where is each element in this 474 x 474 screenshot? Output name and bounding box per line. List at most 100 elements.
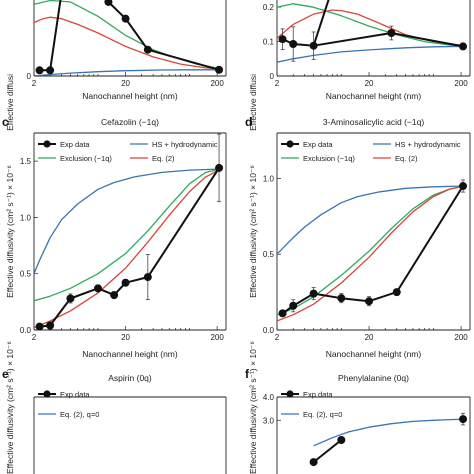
legend-marker <box>286 390 294 398</box>
series-line-eq2 <box>34 168 222 329</box>
legend-label-eq2: Eq. (2) <box>395 154 418 163</box>
legend-label-exp: Exp data <box>303 140 333 149</box>
data-point <box>459 415 468 424</box>
y-axis-label: Effective diffusi <box>5 74 15 131</box>
series-line-eq2 <box>34 16 221 70</box>
data-point <box>365 297 374 306</box>
data-point <box>459 182 468 191</box>
x-tick-label: 2 <box>275 333 280 342</box>
legend-label-exp: Exp data <box>60 390 90 399</box>
series-group <box>277 179 468 322</box>
y-tick-label: 0.1 <box>263 38 275 47</box>
panel-letter: d <box>245 115 252 129</box>
series-group <box>34 0 224 76</box>
x-tick-label: 20 <box>121 79 130 88</box>
x-tick-label: 200 <box>210 79 224 88</box>
axes-frame <box>33 132 227 331</box>
y-tick-label: 0.5 <box>263 250 275 259</box>
axes-frame <box>276 0 471 77</box>
x-tick-label: 2 <box>32 333 37 342</box>
panel-f: 3.0 4.0 Effective diffusivity (cm² s⁻¹) × … <box>245 341 471 474</box>
data-point <box>110 291 119 300</box>
panel-title: 3-Aminosalicylic acid (−1q) <box>323 117 424 127</box>
series-group <box>34 133 224 330</box>
data-point <box>278 35 287 44</box>
panel-letter: e <box>2 367 9 381</box>
panel-c: 2 20 200 0.0 0.5 1.0 1.5 Nanochannel height (nm… <box>2 115 227 359</box>
data-point <box>387 29 396 37</box>
series-line-excl <box>34 0 222 70</box>
legend-label-exp: Exp data <box>303 390 333 399</box>
data-point <box>121 14 130 23</box>
x-tick-label: 200 <box>210 333 224 342</box>
legend-marker <box>43 390 51 398</box>
series-line-hs <box>277 185 465 255</box>
data-point <box>392 288 401 297</box>
series-line-hs <box>34 168 221 274</box>
panel-title: Aspirin (0q) <box>108 373 152 383</box>
data-point <box>121 278 130 287</box>
data-point <box>46 321 55 330</box>
y-axis-label: Effective diffusivity (cm² s⁻¹) × 10⁻⁶ <box>248 341 258 474</box>
data-point <box>459 42 468 51</box>
panel-letter: c <box>2 115 9 129</box>
series-line-exp <box>312 439 342 463</box>
data-point <box>35 66 44 75</box>
series-group <box>277 0 468 63</box>
legend-label-hs: HS + hydrodynamic <box>152 140 218 149</box>
axes-frame <box>33 0 227 77</box>
series-line-excl <box>277 3 465 48</box>
y-axis-label: Effective diffusivity (cm² s⁻¹) × 10⁻⁶ <box>5 165 15 298</box>
x-tick-label: 200 <box>454 333 468 342</box>
legend: Exp data Eq. (2), q=0 <box>38 390 99 419</box>
series-line-hs <box>34 69 221 76</box>
y-tick-label: 3.0 <box>263 416 275 425</box>
panel-letter: f <box>245 367 250 381</box>
y-tick-label: 0.0 <box>263 326 275 335</box>
x-tick-label: 2 <box>275 79 280 88</box>
axes-frame <box>276 396 471 474</box>
panel-e: Effective diffusivity (cm² s⁻¹) × 10⁻⁶e A… <box>2 341 227 474</box>
panel-title: Cefazolin (−1q) <box>101 117 159 127</box>
y-tick-label: 0.5 <box>20 270 32 279</box>
y-tick-label: 0 <box>270 72 275 81</box>
data-point <box>143 273 152 282</box>
data-point <box>278 309 287 318</box>
y-tick-label: 0.2 <box>263 3 275 12</box>
x-tick-label: 20 <box>365 333 374 342</box>
y-tick-label: 1.0 <box>20 213 32 222</box>
data-point <box>289 40 298 49</box>
legend: Exp data Eq. (2), q=0 <box>281 390 342 419</box>
legend: Exp data HS + hydrodynamic Exclusion (−1q)… <box>38 140 218 163</box>
data-point <box>104 0 113 6</box>
legend-label-eq2: Eq. (2) <box>152 154 175 163</box>
data-point <box>337 294 346 303</box>
data-point <box>66 294 75 303</box>
panel-d: 2 20 200 0.0 0.5 1.0 Nanochannel height (nm) Ef… <box>245 115 471 359</box>
series-line-exp <box>282 32 464 48</box>
x-axis-label: Nanochannel height (nm) <box>82 349 178 359</box>
panel-a: 2 20 200 0 Nanochannel height (nm) Effective … <box>5 0 227 131</box>
axes-frame <box>276 132 471 331</box>
x-tick-label: 20 <box>121 333 130 342</box>
legend-label-exp: Exp data <box>60 140 90 149</box>
series-line-exp <box>39 0 220 72</box>
series-line-eq2 <box>277 9 465 47</box>
y-tick-label: 0.0 <box>20 326 32 335</box>
x-tick-label: 200 <box>454 79 468 88</box>
legend-label-excl: Exclusion (−1q) <box>303 154 355 163</box>
data-point <box>289 301 298 310</box>
x-axis-label: Nanochannel height (nm) <box>326 349 422 359</box>
y-axis-label: Effective diffusivity (cm² s⁻¹) × 10⁻⁶ <box>248 165 258 298</box>
series-line-excl <box>277 185 466 316</box>
x-axis-label: Nanochannel height (nm) <box>326 91 422 101</box>
legend-label-eq2q0: Eq. (2), q=0 <box>303 410 342 419</box>
data-point <box>46 66 55 75</box>
x-axis-label: Nanochannel height (nm) <box>82 91 178 101</box>
panel-b: 2 20 200 0 0.1 0.2 Nanochannel height (nm) Effe… <box>248 0 471 131</box>
legend: Exp data HS + hydrodynamic Exclusion (−1q)… <box>281 140 461 163</box>
y-axis-label: Effective diffusi <box>248 74 258 131</box>
panel-title: Phenylalanine (0q) <box>338 373 409 383</box>
legend-label-eq2q0: Eq. (2), q=0 <box>60 410 99 419</box>
